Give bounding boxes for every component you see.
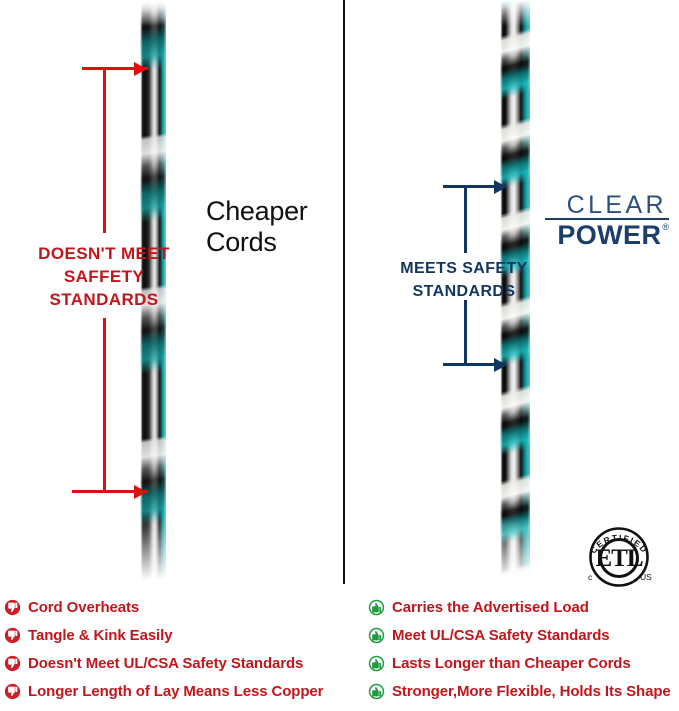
thumbs-up-icon <box>368 683 385 700</box>
callout-line-3: STANDARDS <box>49 290 159 309</box>
measure-spine-lower <box>103 318 106 493</box>
list-item-label: Longer Length of Lay Means Less Copper <box>28 682 324 700</box>
measure-spine-upper <box>464 185 467 253</box>
list-item: Longer Length of Lay Means Less Copper <box>4 680 324 702</box>
list-item-label: Meet UL/CSA Safety Standards <box>392 626 610 644</box>
measure-top-arrowhead-icon <box>494 180 507 194</box>
thumbs-up-icon <box>368 599 385 616</box>
measure-bottom-arrowhead-icon <box>134 485 147 499</box>
svg-text:ETL: ETL <box>595 545 642 572</box>
logo-word-power: POWER <box>557 220 662 250</box>
cord-edge-highlight <box>140 0 166 580</box>
etl-left-mark: c <box>588 572 593 582</box>
measure-top-line <box>82 67 148 70</box>
thumbs-down-icon <box>4 655 21 672</box>
list-item: Doesn't Meet UL/CSA Safety Standards <box>4 652 323 674</box>
logo-registered-mark: ® <box>662 222 669 232</box>
cheaper-cords-title: Cheaper Cords <box>206 196 308 258</box>
etl-right-mark: US <box>640 572 652 582</box>
panel-divider <box>343 0 345 584</box>
cheaper-cords-title-line2: Cords <box>206 227 277 257</box>
measure-spine-lower <box>464 300 467 366</box>
thumbs-down-icon <box>4 627 21 644</box>
list-item-label: Carries the Advertised Load <box>392 598 589 616</box>
thumbs-down-icon <box>4 599 21 616</box>
callout-line-2: SAFFETY <box>63 267 145 286</box>
measure-top-line <box>443 185 506 188</box>
list-item-label: Cord Overheats <box>28 598 140 616</box>
list-item: Meet UL/CSA Safety Standards <box>368 624 671 646</box>
callout-line-2: STANDARDS <box>412 283 516 300</box>
cord-edge-highlight <box>500 0 530 580</box>
measure-top-arrowhead-icon <box>134 62 147 76</box>
callout-line-1: MEETS SAFETY <box>400 260 528 277</box>
callout-line-1: DOESN'T MEET <box>38 244 170 263</box>
cheaper-cord-drawbacks-list: Cord Overheats Tangle & Kink Easily Do <box>4 596 324 708</box>
measure-bottom-line <box>72 490 148 493</box>
clear-power-benefits-list: Carries the Advertised Load Meet UL/CSA … <box>368 596 671 708</box>
list-item: Cord Overheats <box>4 596 323 618</box>
logo-divider-rule <box>545 218 669 220</box>
cheaper-cords-title-line1: Cheaper <box>206 196 308 226</box>
list-item-label: Stronger,More Flexible, Holds Its Shape <box>392 682 671 700</box>
list-item: Lasts Longer than Cheaper Cords <box>368 652 671 674</box>
list-item-label: Lasts Longer than Cheaper Cords <box>392 654 631 672</box>
list-item: Carries the Advertised Load <box>368 596 671 618</box>
thumbs-up-icon <box>368 655 385 672</box>
cheaper-cord-callout-label: DOESN'T MEET SAFFETY STANDARDS <box>6 242 202 311</box>
clear-power-logo: CLEAR POWER ® <box>545 192 669 249</box>
measure-spine-upper <box>103 67 106 233</box>
measure-bottom-arrowhead-icon <box>494 358 507 372</box>
logo-word-clear: CLEAR <box>566 191 667 219</box>
list-item: Stronger,More Flexible, Holds Its Shape <box>368 680 671 702</box>
measure-bottom-line <box>443 363 506 366</box>
list-item: Tangle & Kink Easily <box>4 624 323 646</box>
list-item-label: Doesn't Meet UL/CSA Safety Standards <box>28 654 304 672</box>
thumbs-down-icon <box>4 683 21 700</box>
thumbs-up-icon <box>368 627 385 644</box>
clear-power-callout-label: MEETS SAFETY STANDARDS <box>360 257 568 303</box>
etl-certified-badge: ETL CERTIFIED c US <box>580 516 658 594</box>
list-item-label: Tangle & Kink Easily <box>28 626 173 644</box>
